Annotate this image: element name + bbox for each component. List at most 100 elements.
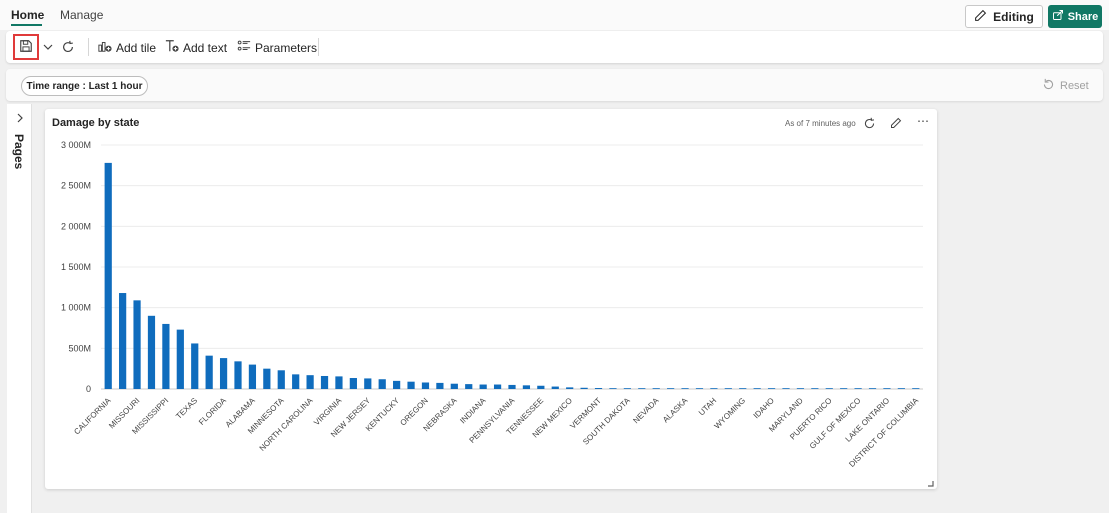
bar[interactable] (868, 388, 877, 389)
add-text-button[interactable]: Add text (165, 39, 227, 56)
active-tab-indicator (11, 24, 42, 26)
bar[interactable] (119, 293, 127, 389)
bar[interactable] (566, 387, 574, 389)
bar[interactable] (753, 388, 761, 389)
filter-bar: Time range : Last 1 hour Reset (6, 69, 1103, 101)
editing-button[interactable]: Editing (965, 5, 1043, 28)
bar[interactable] (796, 388, 805, 389)
parameters-button[interactable]: Parameters (237, 39, 317, 56)
bar[interactable] (320, 375, 329, 389)
bar[interactable] (652, 388, 660, 389)
bar[interactable] (335, 376, 343, 389)
reset-label: Reset (1060, 80, 1089, 92)
tile-last-refreshed: As of 7 minutes ago (785, 119, 856, 128)
bar[interactable] (739, 388, 747, 389)
x-tick-label: GULF OF MEXICO (808, 396, 863, 451)
add-tile-button[interactable]: Add tile (98, 39, 156, 56)
bar[interactable] (594, 388, 603, 389)
bar-chart: 0 500M 1 000M 1 500M 2 000M 2 500M 3 000M CALIF… (61, 140, 923, 469)
bar[interactable] (219, 358, 228, 389)
bar[interactable] (277, 370, 285, 389)
bar[interactable] (840, 388, 848, 389)
x-tick-label: ALASKA (661, 396, 690, 425)
bar[interactable] (638, 388, 646, 389)
bar[interactable] (191, 343, 199, 389)
bar[interactable] (479, 384, 487, 389)
bar[interactable] (407, 381, 415, 389)
bar[interactable] (537, 385, 545, 389)
add-text-icon (165, 39, 179, 56)
bar[interactable] (724, 388, 732, 389)
pages-label[interactable]: Pages (12, 134, 26, 170)
bar[interactable] (349, 378, 357, 389)
bar[interactable] (767, 388, 776, 389)
bar[interactable] (551, 386, 559, 389)
bar[interactable] (378, 379, 386, 389)
bar[interactable] (176, 329, 184, 389)
bar[interactable] (580, 387, 588, 389)
bar[interactable] (234, 361, 242, 389)
add-tile-label: Add tile (116, 40, 157, 55)
bar[interactable] (162, 323, 170, 389)
x-tick-label: CALIFORNIA (72, 396, 113, 437)
bar[interactable] (450, 383, 458, 389)
bar[interactable] (782, 388, 790, 389)
bar[interactable] (104, 162, 112, 389)
expand-pages-chevron-right-icon[interactable] (14, 112, 26, 124)
bar[interactable] (393, 380, 401, 389)
tile-refresh-icon[interactable] (861, 115, 877, 131)
bar[interactable] (825, 388, 833, 389)
time-range-filter[interactable]: Time range : Last 1 hour (21, 76, 148, 96)
x-tick-label: IDAHO (752, 396, 776, 420)
parameters-icon (237, 39, 251, 56)
tab-manage[interactable]: Manage (60, 8, 104, 22)
tab-home[interactable]: Home (11, 8, 45, 22)
x-tick-label: WYOMING (713, 396, 748, 431)
tile-more-options-icon[interactable]: ⋯ (917, 114, 929, 128)
bar[interactable] (147, 315, 156, 389)
bar[interactable] (306, 375, 314, 389)
y-tick-label: 2 500M (61, 181, 91, 191)
reset-button[interactable]: Reset (1042, 78, 1089, 94)
reset-icon (1042, 78, 1055, 94)
save-button[interactable] (13, 34, 39, 60)
bar[interactable] (436, 382, 444, 389)
bar[interactable] (133, 300, 141, 389)
bar[interactable] (609, 388, 617, 389)
bar[interactable] (897, 388, 905, 389)
bar[interactable] (522, 385, 531, 389)
bar[interactable] (493, 384, 502, 389)
bar[interactable] (421, 382, 430, 389)
bar[interactable] (883, 388, 891, 389)
parameters-label: Parameters (255, 40, 318, 55)
y-tick-label: 1 000M (61, 303, 91, 313)
bar[interactable] (667, 388, 675, 389)
y-tick-label: 500M (68, 343, 91, 353)
bar[interactable] (465, 384, 473, 389)
refresh-icon[interactable] (60, 39, 76, 55)
bar[interactable] (854, 388, 862, 389)
bar[interactable] (263, 368, 271, 389)
y-tick-label: 2 000M (61, 221, 91, 231)
x-tick-label: NEVADA (631, 396, 661, 426)
save-options-chevron-down-icon[interactable] (42, 40, 54, 54)
toolbar-divider (318, 38, 319, 56)
share-button[interactable]: Share (1048, 5, 1102, 28)
bar[interactable] (811, 388, 819, 389)
bar[interactable] (292, 374, 300, 389)
bar[interactable] (508, 384, 516, 389)
bar[interactable] (248, 364, 257, 389)
tile-resize-handle-icon[interactable] (927, 480, 935, 488)
time-range-label: Time range : Last 1 hour (26, 80, 143, 92)
bar[interactable] (681, 388, 689, 389)
bar[interactable] (912, 388, 920, 389)
chart-tile[interactable]: Damage by state As of 7 minutes ago ⋯ 0 5… (45, 109, 937, 489)
bar[interactable] (623, 388, 631, 389)
bar[interactable] (710, 388, 718, 389)
bar[interactable] (205, 355, 213, 389)
pencil-icon (974, 9, 987, 25)
x-tick-label: UTAH (697, 396, 719, 418)
bar[interactable] (364, 378, 372, 389)
tile-edit-pencil-icon[interactable] (888, 115, 904, 131)
bar[interactable] (695, 388, 704, 389)
